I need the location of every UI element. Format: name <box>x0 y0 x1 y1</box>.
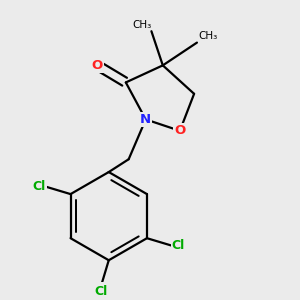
Text: O: O <box>174 124 185 137</box>
Text: CH₃: CH₃ <box>198 31 218 41</box>
Text: Cl: Cl <box>172 239 185 252</box>
Text: Cl: Cl <box>95 285 108 298</box>
Text: O: O <box>92 59 103 72</box>
Text: N: N <box>140 113 151 126</box>
Text: Cl: Cl <box>33 180 46 193</box>
Text: CH₃: CH₃ <box>132 20 152 30</box>
